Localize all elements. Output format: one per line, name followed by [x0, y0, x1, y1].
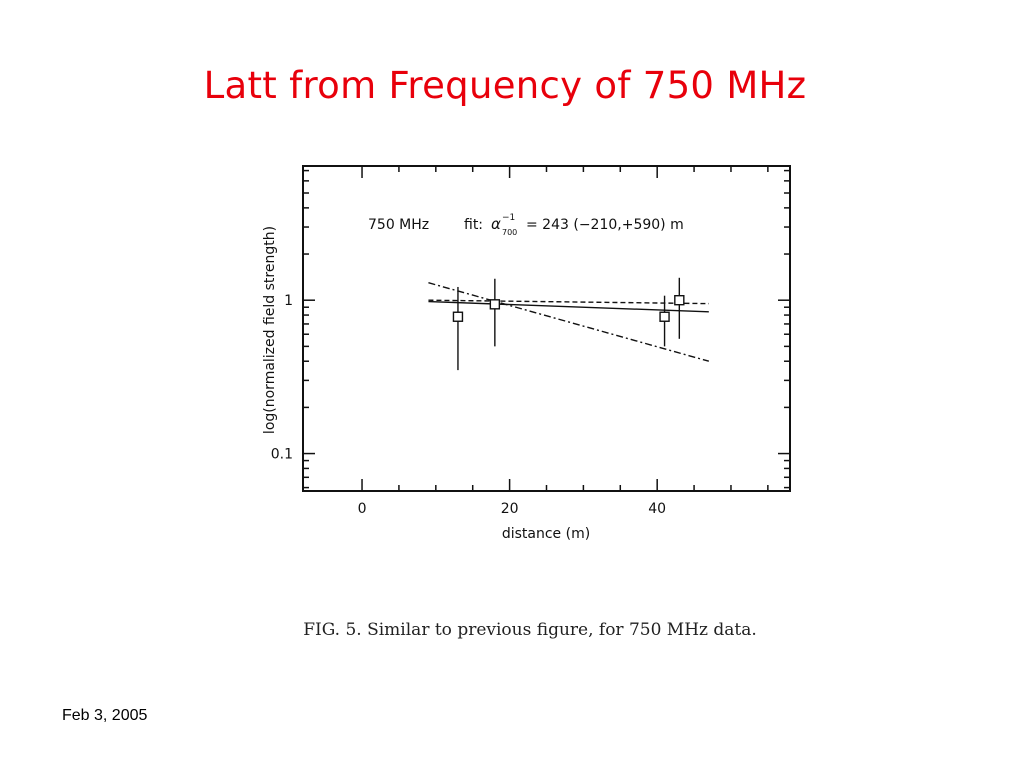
annotation-fit-subscript: 700 — [502, 228, 517, 237]
footer-date: Feb 3, 2005 — [62, 707, 148, 724]
data-point-marker — [659, 311, 670, 322]
fit-line-dash-dot — [428, 282, 710, 362]
data-point-marker — [452, 311, 464, 322]
fit-line-dashed — [428, 299, 709, 305]
fit-line-solid — [428, 300, 709, 313]
x-tick-label: 0 — [358, 501, 367, 517]
fit-lines — [428, 282, 710, 362]
data-point-marker — [674, 295, 685, 306]
annotation-band: 750 MHz — [368, 217, 429, 233]
axis-tick-labels: 0 20 40 0.1 1 — [271, 293, 666, 517]
x-tick-label: 20 — [501, 501, 519, 517]
fit-annotation: 750 MHz fit: α −1 700 = 243 (−210,+590) … — [368, 213, 684, 237]
annotation-fit-value: = 243 (−210,+590) m — [526, 217, 684, 233]
y-tick-label: 1 — [284, 293, 293, 309]
slide-title: Latt from Frequency of 750 MHz — [203, 64, 807, 107]
axis-ticks — [303, 166, 790, 491]
data-points — [452, 277, 685, 371]
figure: 0 20 40 0.1 1 750 MHz fit: α −1 700 = 243 (−… — [240, 148, 810, 558]
annotation-fit-prefix: fit: — [464, 217, 483, 233]
figure-caption: FIG. 5. Similar to previous figure, for … — [303, 620, 757, 640]
y-axis-label: log(normalized field strength) — [262, 226, 278, 434]
annotation-fit-symbol: α — [491, 215, 501, 233]
plot-frame — [302, 165, 791, 492]
x-axis-label: distance (m) — [502, 526, 590, 542]
x-tick-label: 40 — [648, 501, 666, 517]
y-tick-label: 0.1 — [271, 447, 293, 463]
annotation-fit-superscript: −1 — [502, 213, 515, 223]
chart: 0 20 40 0.1 1 750 MHz fit: α −1 700 = 243 (−… — [262, 165, 791, 542]
data-point-marker — [489, 299, 501, 310]
